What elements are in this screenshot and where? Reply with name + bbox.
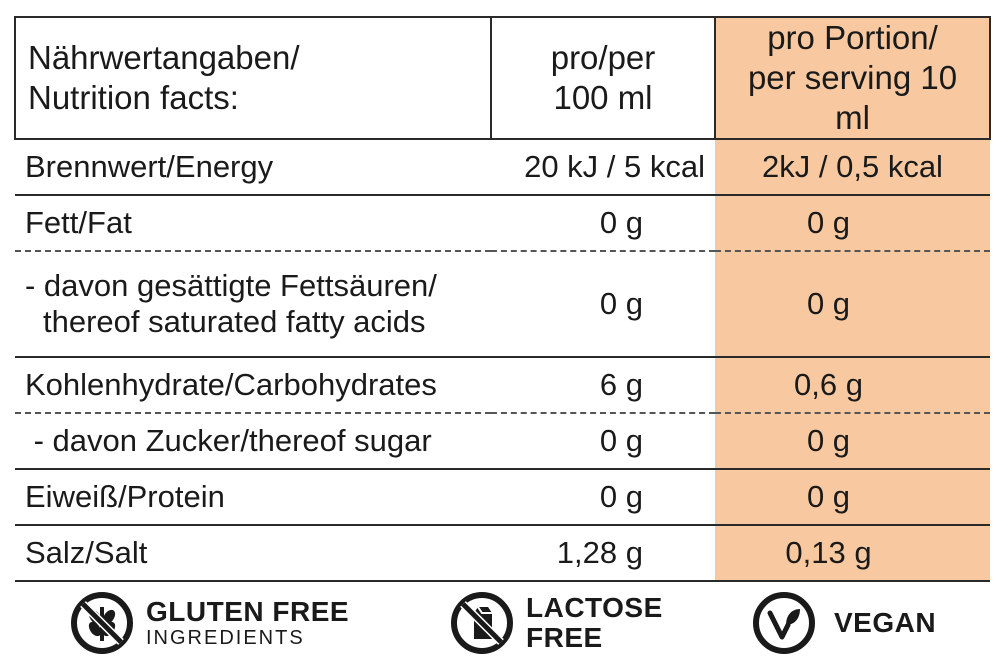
row-label-line2: thereof saturated fatty acids (43, 304, 426, 339)
row-value-per-100: 1,28 g (491, 525, 715, 582)
header-nutrient: Nährwertangaben/ Nutrition facts: (14, 16, 492, 140)
header-nutrient-line1: Nährwertangaben/ (28, 39, 300, 76)
row-value-per-100: 0 g (491, 251, 715, 358)
lactose-free-title-line1: LACTOSE (526, 592, 663, 623)
row-label: Brennwert/Energy (15, 139, 491, 196)
lactose-free-title-line2: FREE (526, 622, 603, 653)
table-row: - davon Zucker/thereof sugar 0 g 0 g (15, 413, 990, 470)
lactose-free-badge: LACTOSE FREE (450, 591, 663, 655)
row-value-per-100: 20 kJ / 5 kcal (491, 139, 715, 196)
row-label: Eiweiß/Protein (15, 469, 491, 526)
vegan-text: VEGAN (834, 608, 936, 638)
row-value-per-100: 0 g (491, 469, 715, 526)
header-per-serving-line2: per serving 10 ml (747, 59, 958, 136)
row-value-per-serving: 2kJ / 0,5 kcal (715, 139, 990, 196)
gluten-free-text: GLUTEN FREE INGREDIENTS (146, 596, 350, 650)
row-label: - davon Zucker/thereof sugar (15, 413, 491, 470)
header-per-100-line1: pro/per (550, 39, 656, 76)
gluten-free-subtitle: INGREDIENTS (146, 627, 305, 649)
vegan-title: VEGAN (834, 607, 937, 638)
row-label: Salz/Salt (15, 525, 491, 582)
row-value-per-serving: 0,13 g (715, 525, 990, 582)
header-per-100-line2: 100 ml (553, 79, 653, 116)
header-per-serving: pro Portion/ per serving 10 ml (714, 16, 991, 140)
row-value-per-100: 0 g (491, 413, 715, 470)
row-value-per-100: 0 g (491, 195, 715, 252)
vegan-leaf-icon (753, 592, 815, 654)
table-row: Eiweiß/Protein 0 g 0 g (15, 469, 990, 526)
gluten-free-badge: GLUTEN FREE INGREDIENTS (70, 591, 349, 655)
header-nutrient-line2: Nutrition facts: (28, 79, 239, 116)
table-row: - davon gesättigte Fettsäuren/ thereof s… (15, 251, 990, 358)
row-value-per-serving: 0 g (715, 251, 990, 358)
vegan-badge: VEGAN (752, 591, 936, 655)
table-row: Brennwert/Energy 20 kJ / 5 kcal 2kJ / 0,… (15, 139, 990, 196)
row-label: Kohlenhydrate/Carbohydrates (15, 357, 491, 414)
table-header: Nährwertangaben/ Nutrition facts: pro/pe… (14, 16, 991, 140)
table-row: Fett/Fat 0 g 0 g (15, 195, 990, 252)
row-label: - davon gesättigte Fettsäuren/ thereof s… (15, 251, 491, 358)
row-label: Fett/Fat (15, 195, 491, 252)
row-value-per-serving: 0,6 g (715, 357, 990, 414)
nutrition-table: Nährwertangaben/ Nutrition facts: pro/pe… (14, 16, 991, 582)
row-value-per-serving: 0 g (715, 469, 990, 526)
wheat-crossed-icon (71, 592, 133, 654)
nutrition-table-wrapper: Nährwertangaben/ Nutrition facts: pro/pe… (14, 16, 991, 582)
header-per-serving-line1: pro Portion/ (767, 19, 938, 56)
table-row: Salz/Salt 1,28 g 0,13 g (15, 525, 990, 582)
row-value-per-serving: 0 g (715, 413, 990, 470)
row-value-per-100: 6 g (491, 357, 715, 414)
badge-row: GLUTEN FREE INGREDIENTS LACTOSE FREE VEG… (0, 585, 998, 661)
gluten-free-title: GLUTEN FREE (146, 596, 350, 627)
row-value-per-serving: 0 g (715, 195, 990, 252)
header-per-100: pro/per 100 ml (490, 16, 716, 140)
table-row: Kohlenhydrate/Carbohydrates 6 g 0,6 g (15, 357, 990, 414)
milk-carton-crossed-icon (451, 592, 513, 654)
lactose-free-text: LACTOSE FREE (526, 593, 663, 653)
row-label-line1: - davon gesättigte Fettsäuren/ (25, 268, 437, 303)
